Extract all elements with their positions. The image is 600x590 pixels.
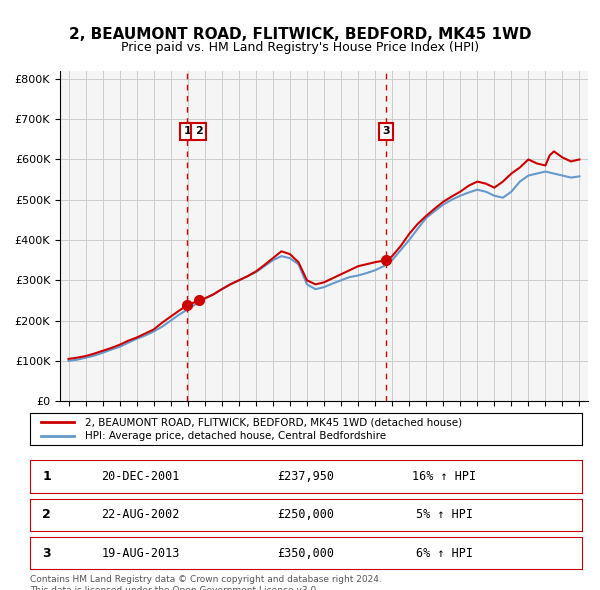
Text: 3: 3 — [382, 126, 390, 136]
Text: 16% ↑ HPI: 16% ↑ HPI — [412, 470, 476, 483]
Text: 19-AUG-2013: 19-AUG-2013 — [101, 546, 179, 560]
Text: £237,950: £237,950 — [277, 470, 335, 483]
Text: 2, BEAUMONT ROAD, FLITWICK, BEDFORD, MK45 1WD (detached house): 2, BEAUMONT ROAD, FLITWICK, BEDFORD, MK4… — [85, 417, 463, 427]
Text: Price paid vs. HM Land Registry's House Price Index (HPI): Price paid vs. HM Land Registry's House … — [121, 41, 479, 54]
Text: 3: 3 — [42, 546, 51, 560]
Text: 1: 1 — [42, 470, 51, 483]
Text: 2: 2 — [195, 126, 203, 136]
Text: 2, BEAUMONT ROAD, FLITWICK, BEDFORD, MK45 1WD: 2, BEAUMONT ROAD, FLITWICK, BEDFORD, MK4… — [69, 27, 531, 41]
Text: 22-AUG-2002: 22-AUG-2002 — [101, 508, 179, 522]
Text: £250,000: £250,000 — [277, 508, 335, 522]
Text: 2: 2 — [42, 508, 51, 522]
Text: Contains HM Land Registry data © Crown copyright and database right 2024.
This d: Contains HM Land Registry data © Crown c… — [30, 575, 382, 590]
Text: HPI: Average price, detached house, Central Bedfordshire: HPI: Average price, detached house, Cent… — [85, 431, 386, 441]
Text: 20-DEC-2001: 20-DEC-2001 — [101, 470, 179, 483]
Text: £350,000: £350,000 — [277, 546, 335, 560]
Text: 5% ↑ HPI: 5% ↑ HPI — [415, 508, 473, 522]
Text: 1: 1 — [184, 126, 191, 136]
Text: 6% ↑ HPI: 6% ↑ HPI — [415, 546, 473, 560]
